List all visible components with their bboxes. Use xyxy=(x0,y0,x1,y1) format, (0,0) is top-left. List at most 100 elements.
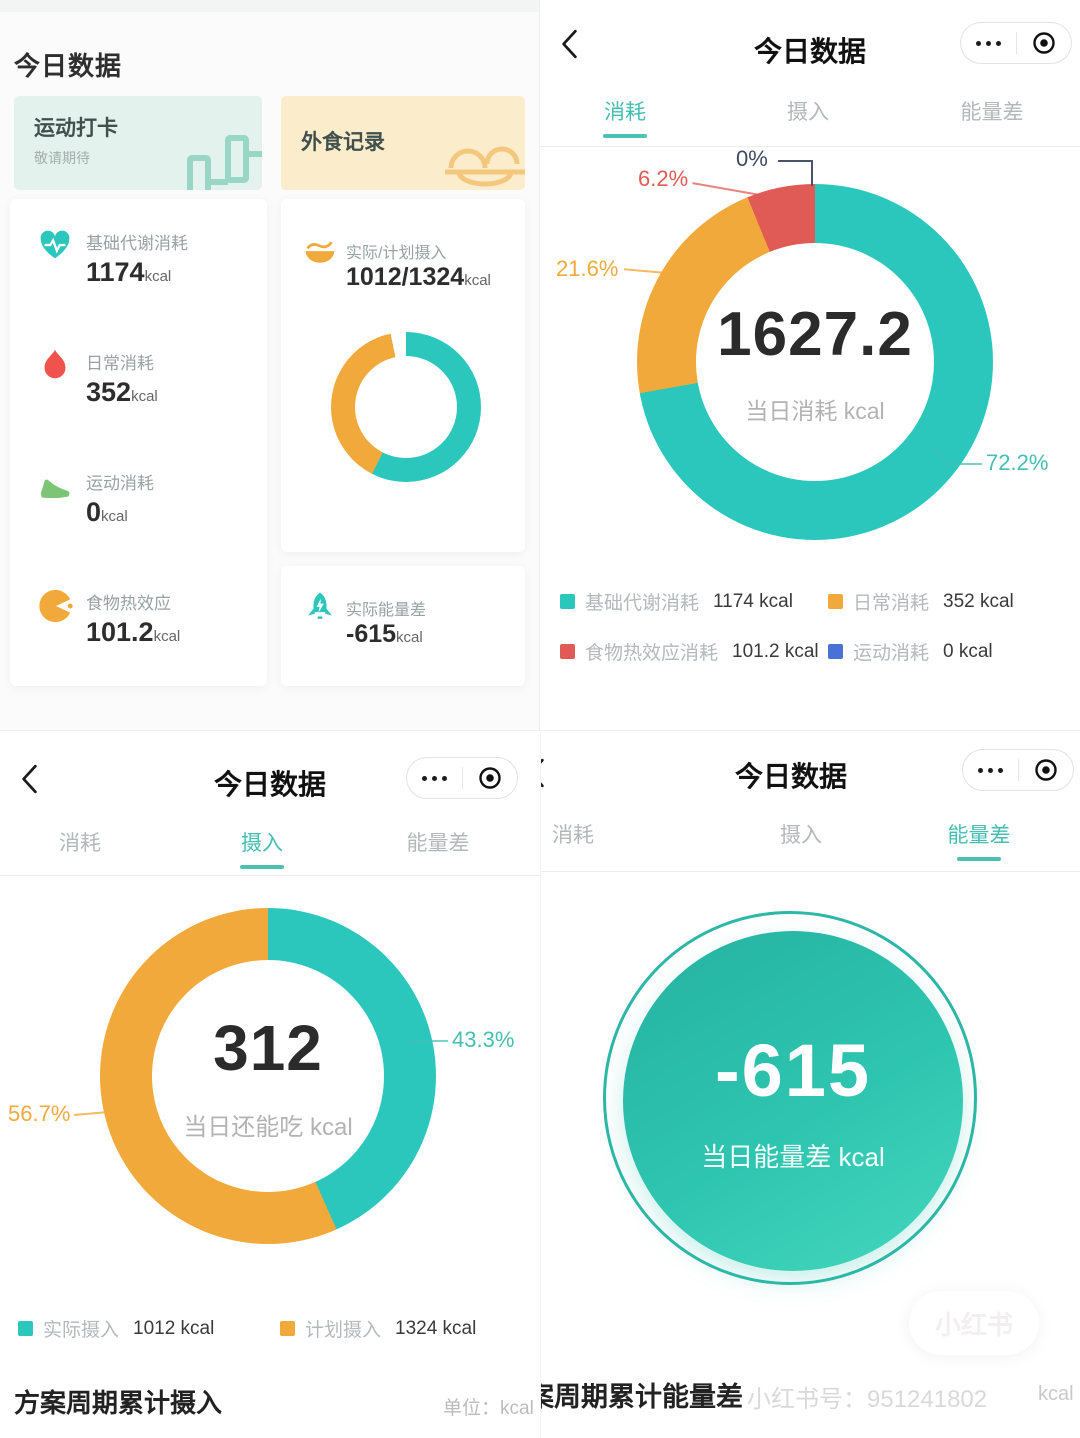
card-title: 运动打卡 xyxy=(34,117,118,140)
legend-swatch xyxy=(828,644,843,659)
more-icon[interactable] xyxy=(961,23,1016,63)
pct-label-actual-intake: 43.3% xyxy=(452,1027,515,1052)
close-target-icon[interactable] xyxy=(1017,23,1072,63)
leader-line xyxy=(692,182,760,196)
tab-energy-diff[interactable]: 能量差 xyxy=(947,824,1011,847)
eating-out-record-card[interactable]: 外食记录 xyxy=(281,96,525,190)
energy-diff-gauge: -615 当日能量差 kcal xyxy=(623,931,963,1271)
card-value: -615kcal xyxy=(346,620,423,648)
center-label: 当日还能吃 kcal xyxy=(183,1113,353,1141)
active-tab-underline xyxy=(240,865,284,869)
more-icon[interactable] xyxy=(963,750,1018,790)
stat-row-daily-burn: 日常消耗 352kcal xyxy=(10,347,267,447)
nav-title: 今日数据 xyxy=(753,36,866,67)
close-target-icon[interactable] xyxy=(1019,750,1074,790)
stat-row-bmr: 基础代谢消耗 1174kcal xyxy=(10,227,267,327)
center-label: 当日能量差 kcal xyxy=(701,1142,885,1172)
pct-label-planned-intake: 56.7% xyxy=(8,1101,71,1126)
pct-label-food-thermic: 6.2% xyxy=(638,166,689,191)
leader-line xyxy=(944,463,982,465)
intake-page: 今日数据 消耗 摄入 能量差 312 当日还能吃 kcal 43.3% 56.7… xyxy=(0,730,540,1438)
workout-checkin-card[interactable]: 运动打卡 敬请期待 xyxy=(14,96,262,190)
pacman-icon xyxy=(36,587,74,625)
tab-energy-diff[interactable]: 能量差 xyxy=(960,101,1024,124)
tab-intake[interactable]: 摄入 xyxy=(787,101,829,124)
heart-pulse-icon xyxy=(36,227,74,265)
pct-label-bmr: 72.2% xyxy=(986,450,1049,475)
stat-label: 基础代谢消耗 xyxy=(86,234,188,253)
tab-consumption[interactable]: 消耗 xyxy=(604,101,646,124)
xiaohongshu-logo-watermark: 小红书 xyxy=(909,1291,1039,1355)
flame-icon xyxy=(36,347,74,385)
center-value: -615 xyxy=(714,1029,872,1112)
legend-item: 运动消耗 0 kcal xyxy=(828,638,993,665)
center-value: 1627.2 xyxy=(717,299,913,369)
tab-consumption[interactable]: 消耗 xyxy=(59,832,101,855)
card-value: 1012/1324kcal xyxy=(346,263,491,291)
gauge-outer-ring xyxy=(603,911,977,1285)
nav-title: 今日数据 xyxy=(213,769,326,800)
stat-row-exercise: 运动消耗 0kcal xyxy=(10,467,267,567)
stat-label: 日常消耗 xyxy=(86,354,154,373)
tab-bar: 消耗 摄入 能量差 xyxy=(540,96,1080,146)
back-icon[interactable] xyxy=(558,28,582,60)
legend-swatch xyxy=(280,1321,295,1336)
miniprogram-capsule xyxy=(406,757,518,799)
divider xyxy=(540,146,1080,147)
stat-label: 运动消耗 xyxy=(86,474,154,493)
sneaker-icon xyxy=(36,467,74,505)
overview-page: 今日数据 运动打卡 敬请期待 外食记录 xyxy=(0,0,540,730)
stat-value: 1174kcal xyxy=(86,257,172,287)
leader-line xyxy=(623,268,665,274)
stat-label: 食物热效应 xyxy=(86,594,171,613)
stat-row-food-thermic: 食物热效应 101.2kcal xyxy=(10,587,267,687)
unit-label-fragment: kcal xyxy=(1038,1383,1074,1405)
leader-line xyxy=(811,160,813,186)
tab-consumption[interactable]: 消耗 xyxy=(552,824,594,847)
nav-title: 今日数据 xyxy=(734,761,847,792)
bowl-icon xyxy=(303,235,337,269)
back-icon[interactable] xyxy=(18,763,42,795)
active-tab-underline xyxy=(603,134,647,138)
consumption-donut-chart: 1627.2 当日消耗 kcal xyxy=(637,184,993,540)
intake-summary-card: 实际/计划摄入 1012/1324kcal xyxy=(281,199,525,552)
legend-item: 计划摄入 1324 kcal xyxy=(280,1315,476,1342)
tab-energy-diff[interactable]: 能量差 xyxy=(406,832,470,855)
pct-label-daily-burn: 21.6% xyxy=(556,256,619,281)
gym-building-icon xyxy=(180,124,262,190)
tab-bar: 消耗 摄入 能量差 xyxy=(0,827,540,877)
legend-item: 日常消耗 352 kcal xyxy=(828,588,1014,615)
active-tab-underline xyxy=(957,857,1001,861)
miniprogram-capsule xyxy=(962,749,1074,791)
divider xyxy=(541,871,1080,872)
tab-bar: 消耗 摄入 能量差 xyxy=(541,819,1080,869)
consumption-page: 今日数据 消耗 摄入 能量差 1627.2 当日消耗 kcal 0% 6.2% … xyxy=(540,0,1080,730)
stat-value: 0kcal xyxy=(86,497,128,527)
card-label: 实际能量差 xyxy=(346,602,427,619)
legend-item: 基础代谢消耗 1174 kcal xyxy=(560,588,793,615)
unit-label: 单位：kcal xyxy=(443,1398,534,1419)
tab-intake[interactable]: 摄入 xyxy=(241,832,283,855)
section-title-cumulative-energy-diff: 案周期累计能量差 xyxy=(540,1382,743,1412)
rocket-icon xyxy=(303,590,337,624)
miniprogram-capsule xyxy=(960,22,1072,64)
close-target-icon[interactable] xyxy=(463,758,518,798)
leader-line xyxy=(410,1040,448,1042)
intake-donut-chart: 312 当日还能吃 kcal xyxy=(100,908,436,1244)
legend-swatch xyxy=(18,1321,33,1336)
energy-diff-page: 今日数据 消耗 摄入 能量差 -615 当日能量差 kcal 小红书 案周期累计… xyxy=(540,730,1080,1438)
intake-mini-donut-chart xyxy=(331,332,481,482)
tab-intake[interactable]: 摄入 xyxy=(780,824,822,847)
stat-value: 101.2kcal xyxy=(86,617,181,647)
daily-stats-card: 基础代谢消耗 1174kcal 日常消耗 352kcal 运动消耗 0kcal xyxy=(10,199,267,686)
pct-label-exercise: 0% xyxy=(736,146,768,171)
center-label: 当日消耗 kcal xyxy=(745,397,885,424)
section-title-cumulative-intake: 方案周期累计摄入 xyxy=(14,1388,223,1418)
card-label: 实际/计划摄入 xyxy=(346,245,447,262)
food-bowl-outline-icon xyxy=(443,124,525,190)
more-icon[interactable] xyxy=(407,758,462,798)
status-bar-strip xyxy=(0,0,539,12)
card-title: 外食记录 xyxy=(301,131,385,154)
divider xyxy=(0,875,540,876)
center-value: 312 xyxy=(213,1011,323,1084)
